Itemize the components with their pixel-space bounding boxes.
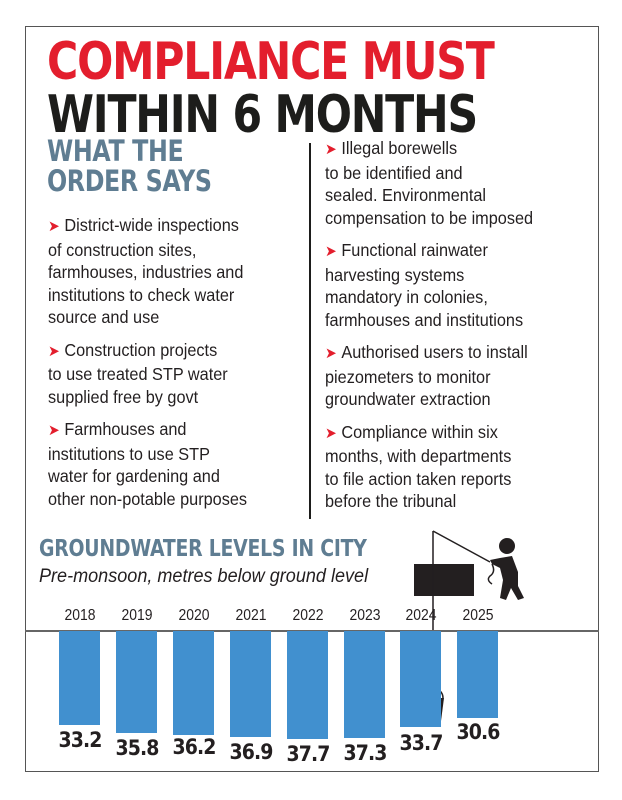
year-label: 2022 — [292, 607, 324, 624]
red-arrow-icon: ➤ — [325, 243, 337, 260]
bar-2025 — [457, 631, 498, 718]
bar-value-label: 33.2 — [58, 728, 102, 752]
year-label: 2019 — [121, 607, 153, 624]
red-arrow-icon: ➤ — [325, 345, 337, 362]
bullet-item: ➤ Illegal borewells to be identified and … — [325, 137, 595, 229]
bullet-text: Construction projects to use treated STP… — [48, 339, 228, 407]
bullet-item: ➤ Compliance within six months, with depa… — [325, 421, 595, 513]
red-arrow-icon: ➤ — [48, 422, 60, 439]
bar-2018 — [59, 631, 100, 725]
bar-2019 — [116, 631, 157, 733]
bar-2022 — [287, 631, 328, 739]
bullet-text: District-wide inspections of constructio… — [48, 215, 244, 327]
order-title-line-1: WHAT THE — [47, 134, 184, 168]
bar-2020 — [173, 631, 214, 735]
red-arrow-icon: ➤ — [325, 424, 337, 442]
bar-2021 — [230, 631, 271, 737]
bullet-item: ➤ Farmhouses and institutions to use STP … — [48, 418, 318, 510]
bullet-item: ➤ Functional rainwater harvesting systems… — [325, 239, 595, 331]
year-label: 2021 — [235, 607, 267, 624]
bullet-text: Functional rainwater harvesting systems … — [325, 240, 524, 330]
bar-2023 — [344, 631, 385, 738]
bullet-text: Farmhouses and institutions to use STP w… — [48, 419, 248, 509]
headline-line-2: WITHIN 6 MONTHS — [47, 85, 478, 145]
bar-2024 — [400, 631, 441, 727]
red-arrow-icon: ➤ — [48, 218, 60, 235]
year-label: 2020 — [178, 607, 210, 624]
year-label: 2018 — [64, 607, 96, 624]
bullet-text: Compliance within six months, with depar… — [325, 421, 512, 512]
year-label: 2023 — [349, 607, 381, 624]
order-title-line-2: ORDER SAYS — [47, 164, 212, 198]
right-bullet-list: ➤ Illegal borewells to be identified and … — [325, 137, 595, 523]
bar-value-label: 36.2 — [172, 735, 216, 759]
bar-value-label: 37.3 — [343, 741, 387, 765]
bar-value-label: 35.8 — [115, 736, 159, 760]
headline-line-1: COMPLIANCE MUST — [47, 32, 495, 92]
bar-value-label: 30.6 — [456, 720, 500, 744]
column-divider — [309, 143, 311, 519]
chart-title: GROUNDWATER LEVELS IN CITY — [39, 536, 367, 562]
bar-value-label: 36.9 — [229, 740, 273, 764]
bullet-item: ➤ Authorised users to install piezometers… — [325, 341, 595, 411]
year-label: 2025 — [462, 607, 494, 624]
red-arrow-icon: ➤ — [325, 141, 337, 158]
bullet-text: Illegal borewells to be identified and s… — [325, 138, 534, 228]
infographic-frame — [25, 26, 599, 772]
bar-value-label: 33.7 — [399, 731, 443, 755]
bullet-item: ➤ Construction projects to use treated ST… — [48, 339, 318, 409]
bullet-text: Authorised users to install piezometers … — [325, 342, 528, 409]
bullet-item: ➤ District-wide inspections of constructi… — [48, 214, 318, 329]
bar-value-label: 37.7 — [286, 742, 330, 766]
chart-baseline — [25, 630, 599, 632]
year-label: 2024 — [405, 607, 437, 624]
left-bullet-list: ➤ District-wide inspections of constructi… — [48, 214, 310, 520]
red-arrow-icon: ➤ — [48, 342, 60, 360]
chart-subtitle: Pre-monsoon, metres below ground level — [39, 566, 369, 587]
order-section-title: WHAT THE ORDER SAYS — [47, 136, 212, 196]
